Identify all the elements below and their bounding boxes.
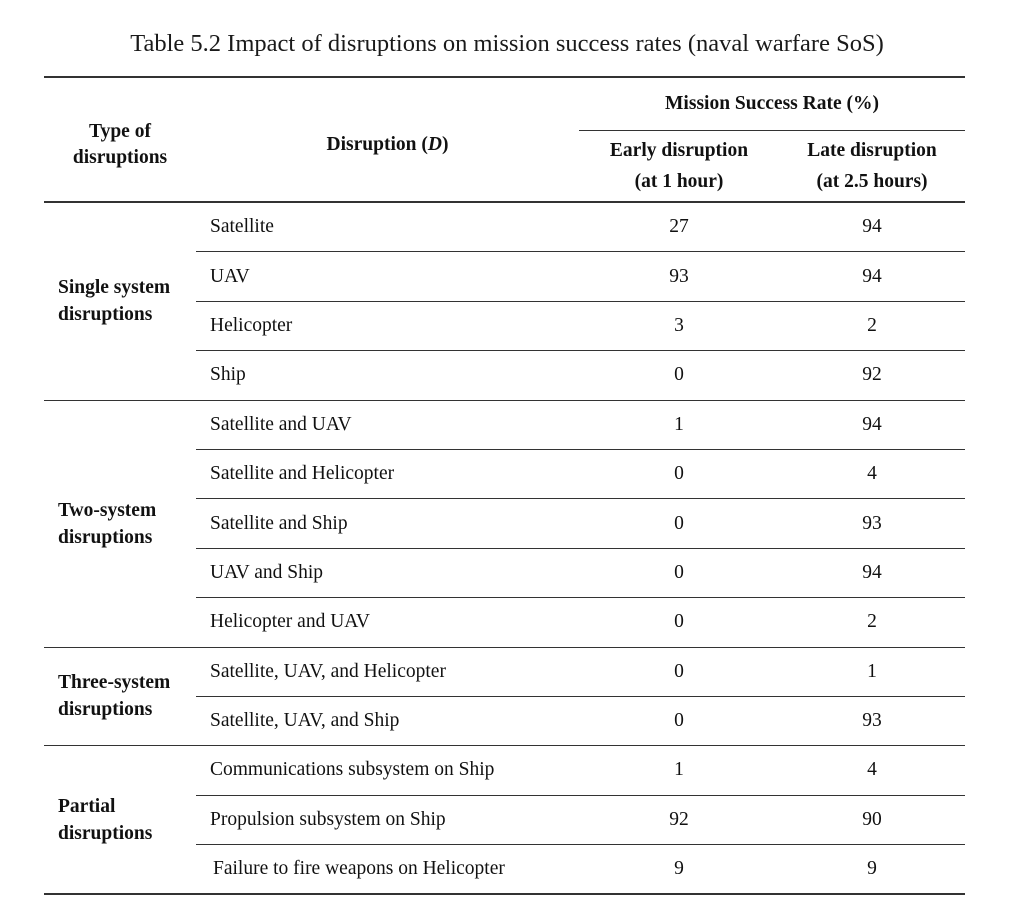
table-row: Propulsion subsystem on Ship 92 90 bbox=[44, 795, 966, 846]
table-row: Satellite and Ship 0 93 bbox=[44, 498, 966, 549]
early-rate-cell: 0 bbox=[579, 498, 779, 549]
table-row: Helicopter and UAV 0 2 bbox=[44, 597, 966, 648]
header-early-line1: Early disruption bbox=[609, 140, 749, 161]
early-rate-cell: 92 bbox=[579, 795, 779, 846]
late-rate-cell: 1 bbox=[779, 647, 966, 697]
disruption-cell: Propulsion subsystem on Ship bbox=[196, 795, 579, 846]
table-row: Partial disruptions Communications subsy… bbox=[44, 745, 966, 896]
table-row: Ship 0 92 bbox=[44, 350, 966, 401]
early-rate-cell: 1 bbox=[579, 745, 779, 796]
early-rate-cell: 0 bbox=[579, 696, 779, 747]
table-row: Three-system disruptions Satellite, UAV,… bbox=[44, 647, 966, 747]
late-rate-cell: 4 bbox=[779, 745, 966, 796]
disruption-cell: Satellite and Ship bbox=[196, 498, 579, 549]
group-label: Three-system disruptions bbox=[44, 647, 196, 747]
early-rate-cell: 0 bbox=[579, 548, 779, 599]
table-row: UAV and Ship 0 94 bbox=[44, 548, 966, 599]
disruption-cell: Failure to fire weapons on Helicopter bbox=[196, 844, 579, 896]
header-type-of-disruptions: Type of disruptions bbox=[44, 76, 196, 203]
table-header: Type of disruptions Disruption (D) Missi… bbox=[44, 76, 966, 203]
header-late-line1: Late disruption bbox=[807, 140, 937, 161]
late-rate-cell: 92 bbox=[779, 350, 966, 401]
late-rate-cell: 2 bbox=[779, 597, 966, 648]
disruption-cell: Communications subsystem on Ship bbox=[196, 745, 579, 796]
group-label: Single system disruptions bbox=[44, 202, 196, 401]
header-early-disruption: Early disruption (at 1 hour) bbox=[579, 130, 779, 203]
early-rate-cell: 0 bbox=[579, 350, 779, 401]
disruption-cell: Satellite and UAV bbox=[196, 400, 579, 450]
disruption-cell: UAV and Ship bbox=[196, 548, 579, 599]
header-disruption-symbol: D bbox=[427, 133, 442, 155]
early-rate-cell: 93 bbox=[579, 251, 779, 302]
header-early-line2: (at 1 hour) bbox=[634, 171, 724, 192]
late-rate-cell: 94 bbox=[779, 400, 966, 450]
early-rate-cell: 0 bbox=[579, 449, 779, 500]
disruption-cell: Satellite, UAV, and Ship bbox=[196, 696, 579, 747]
table-row: Helicopter 3 2 bbox=[44, 301, 966, 352]
table-row: Failure to fire weapons on Helicopter 9 … bbox=[44, 844, 966, 896]
disruption-cell: Helicopter bbox=[196, 301, 579, 352]
late-rate-cell: 94 bbox=[779, 202, 966, 253]
table-caption: Table 5.2 Impact of disruptions on missi… bbox=[130, 30, 884, 57]
disruption-cell: Satellite, UAV, and Helicopter bbox=[196, 647, 579, 697]
late-rate-cell: 93 bbox=[779, 696, 966, 747]
header-late-line2: (at 2.5 hours) bbox=[816, 171, 928, 192]
header-disruption: Disruption (D) bbox=[196, 76, 579, 203]
header-disruption-suffix: ) bbox=[441, 133, 449, 155]
early-rate-cell: 9 bbox=[579, 844, 779, 896]
early-rate-cell: 0 bbox=[579, 647, 779, 697]
late-rate-cell: 93 bbox=[779, 498, 966, 549]
header-disruption-prefix: Disruption ( bbox=[326, 133, 428, 155]
table-row: Satellite and Helicopter 0 4 bbox=[44, 449, 966, 500]
table-row: Satellite, UAV, and Ship 0 93 bbox=[44, 696, 966, 747]
header-late-disruption: Late disruption (at 2.5 hours) bbox=[779, 130, 966, 203]
group-label: Partial disruptions bbox=[44, 745, 196, 896]
table-row: Single system disruptions Satellite 27 9… bbox=[44, 202, 966, 401]
disruption-cell: Satellite bbox=[196, 202, 579, 253]
late-rate-cell: 94 bbox=[779, 548, 966, 599]
late-rate-cell: 9 bbox=[779, 844, 966, 896]
late-rate-cell: 94 bbox=[779, 251, 966, 302]
late-rate-cell: 2 bbox=[779, 301, 966, 352]
late-rate-cell: 90 bbox=[779, 795, 966, 846]
disruption-cell: Ship bbox=[196, 350, 579, 401]
early-rate-cell: 1 bbox=[579, 400, 779, 450]
late-rate-cell: 4 bbox=[779, 449, 966, 500]
early-rate-cell: 3 bbox=[579, 301, 779, 352]
header-mission-success-rate: Mission Success Rate (%) bbox=[579, 76, 966, 131]
group-label: Two-system disruptions bbox=[44, 400, 196, 648]
table-row: UAV 93 94 bbox=[44, 251, 966, 302]
early-rate-cell: 0 bbox=[579, 597, 779, 648]
early-rate-cell: 27 bbox=[579, 202, 779, 253]
disruption-cell: Helicopter and UAV bbox=[196, 597, 579, 648]
table-row: Two-system disruptions Satellite and UAV… bbox=[44, 400, 966, 648]
disruption-cell: Satellite and Helicopter bbox=[196, 449, 579, 500]
table-body: Single system disruptions Satellite 27 9… bbox=[44, 202, 966, 896]
disruption-cell: UAV bbox=[196, 251, 579, 302]
results-table: Type of disruptions Disruption (D) Missi… bbox=[44, 76, 966, 896]
